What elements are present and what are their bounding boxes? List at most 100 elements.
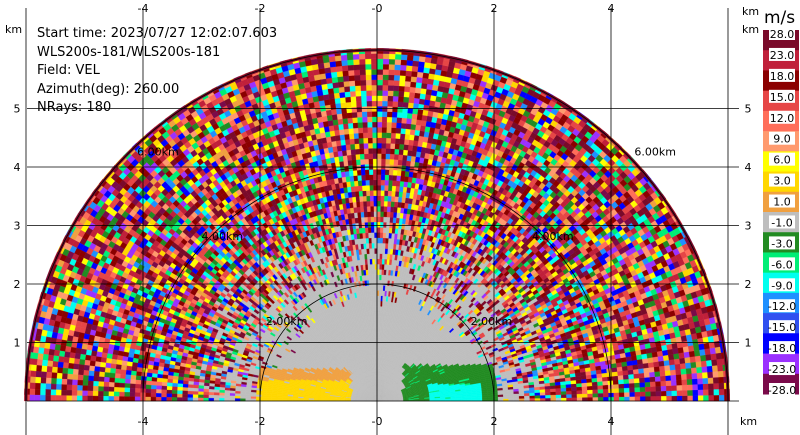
velocity-cell <box>612 375 619 381</box>
velocity-cell <box>676 395 683 402</box>
velocity-cell <box>639 382 646 388</box>
velocity-cell <box>597 392 604 398</box>
velocity-cell <box>487 396 493 400</box>
velocity-cell <box>655 385 662 392</box>
velocity-cell <box>671 395 678 402</box>
velocity-cell <box>678 352 685 359</box>
velocity-cell <box>508 396 515 399</box>
velocity-cell <box>697 378 704 385</box>
velocity-cell <box>685 367 692 375</box>
velocity-cell <box>550 388 556 393</box>
velocity-cell <box>687 389 694 396</box>
velocity-cell <box>540 397 546 402</box>
velocity-cell <box>664 370 671 376</box>
velocity-cell <box>714 346 722 354</box>
velocity-cell <box>639 391 646 397</box>
velocity-cell <box>555 397 562 402</box>
velocity-cell <box>703 389 709 396</box>
velocity-cell <box>681 384 688 391</box>
velocity-cell <box>642 362 649 369</box>
velocity-cell <box>612 379 619 385</box>
velocity-cell <box>669 364 676 371</box>
velocity-cell <box>544 385 551 390</box>
velocity-cell <box>529 392 536 396</box>
velocity-cell <box>555 391 562 395</box>
velocity-cell <box>649 376 656 383</box>
velocity-cell <box>717 364 724 372</box>
velocity-cell <box>613 392 620 398</box>
velocity-cell <box>545 397 551 402</box>
velocity-cell <box>657 355 664 362</box>
velocity-cell <box>677 346 684 354</box>
velocity-cell <box>689 356 696 363</box>
velocity-cell <box>660 380 667 387</box>
velocity-cell <box>597 381 603 386</box>
velocity-cell <box>565 387 572 392</box>
velocity-cell <box>695 361 702 368</box>
velocity-cell <box>650 386 657 392</box>
velocity-cell <box>534 398 541 402</box>
velocity-cell <box>687 345 695 352</box>
velocity-cell <box>700 354 707 362</box>
velocity-cell <box>715 352 723 360</box>
velocity-cell <box>717 370 724 378</box>
velocity-cell <box>597 389 604 394</box>
velocity-cell <box>707 377 714 384</box>
velocity-cell <box>708 389 715 396</box>
velocity-cell <box>711 365 719 372</box>
velocity-cell <box>613 388 620 393</box>
velocity-cell <box>545 391 551 396</box>
velocity-cell <box>688 350 696 358</box>
velocity-cell <box>690 361 697 369</box>
velocity-cell <box>648 366 655 373</box>
velocity-cell <box>633 377 640 384</box>
velocity-cell <box>664 364 671 371</box>
velocity-cell <box>570 379 577 385</box>
velocity-cell <box>660 390 667 397</box>
velocity-cell <box>603 392 609 398</box>
velocity-cell <box>694 349 701 357</box>
velocity-cell <box>643 367 650 374</box>
velocity-cell <box>613 383 620 389</box>
velocity-cell <box>701 366 708 373</box>
velocity-cell <box>613 396 620 402</box>
velocity-cell <box>560 387 567 392</box>
velocity-cell <box>550 391 557 396</box>
velocity-cell <box>712 371 719 378</box>
velocity-cell <box>655 381 662 387</box>
velocity-cell <box>612 371 619 377</box>
velocity-cell <box>676 390 683 396</box>
velocity-cell <box>681 379 688 386</box>
velocity-cell <box>639 377 646 383</box>
velocity-cell <box>582 397 588 402</box>
velocity-cell <box>709 347 717 355</box>
velocity-cell <box>591 377 598 383</box>
velocity-cell <box>697 383 704 390</box>
velocity-cell <box>529 395 536 399</box>
velocity-cell <box>692 389 699 396</box>
velocity-cell <box>670 379 677 386</box>
velocity-cell <box>702 371 709 379</box>
velocity-cell <box>649 381 656 387</box>
velocity-cell <box>708 394 715 402</box>
velocity-cell <box>534 392 541 396</box>
velocity-cell <box>561 394 567 398</box>
velocity-cell <box>716 358 723 366</box>
velocity-cell <box>624 392 630 397</box>
velocity-cell <box>623 387 630 393</box>
velocity-cell <box>691 378 698 385</box>
velocity-cell <box>632 364 639 370</box>
velocity-cell <box>628 382 635 388</box>
velocity-cell <box>665 375 672 381</box>
velocity-cell <box>591 381 598 387</box>
velocity-cell <box>524 392 530 397</box>
velocity-cell <box>679 357 686 364</box>
velocity-cell <box>539 392 546 396</box>
velocity-cell <box>683 351 690 358</box>
velocity-cell <box>592 389 599 394</box>
velocity-cell <box>581 386 588 391</box>
velocity-cell <box>650 391 657 397</box>
velocity-cell <box>654 371 661 377</box>
velocity-cell <box>696 372 703 379</box>
